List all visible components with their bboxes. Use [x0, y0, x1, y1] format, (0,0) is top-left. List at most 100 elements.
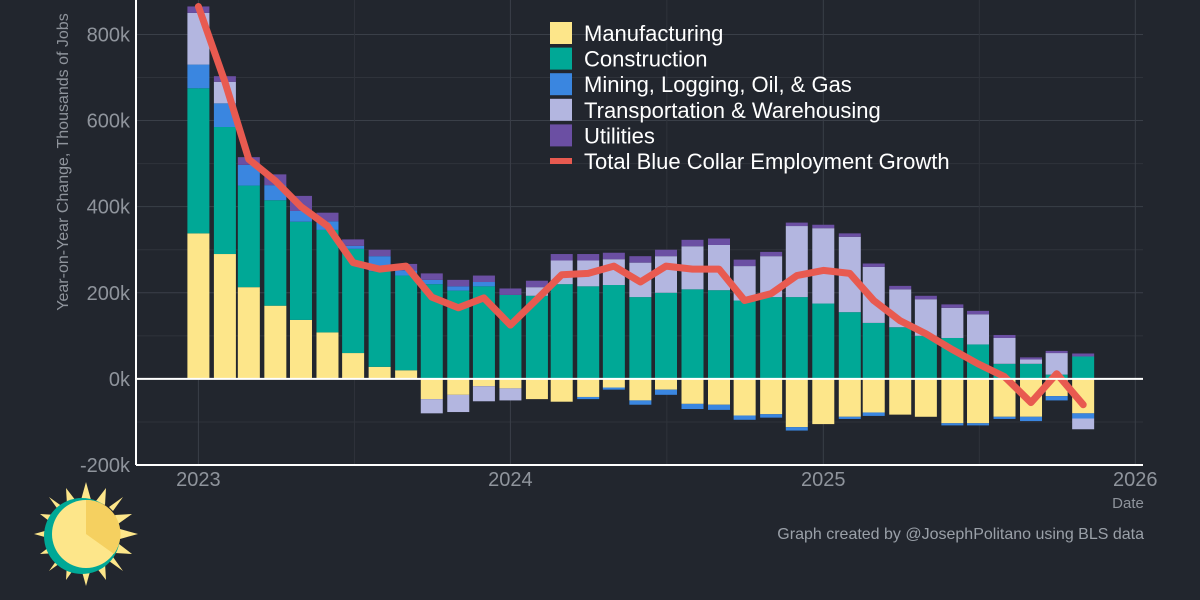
bar-segment: [447, 394, 470, 413]
bar-segment: [368, 249, 391, 257]
bar-segment: [760, 251, 783, 257]
bar-segment: [420, 378, 443, 400]
bar-segment: [967, 310, 990, 315]
total-lines: [194, 3, 1087, 409]
credit-text: Graph created by @JosephPolitano using B…: [777, 526, 1144, 543]
bar-segment: [838, 378, 861, 417]
bar-segment: [289, 210, 312, 222]
bar-segment: [681, 239, 704, 247]
bar-segment: [395, 270, 418, 276]
x-tick-label: 2023: [176, 469, 221, 491]
bar-segment: [993, 416, 1016, 419]
bar-segment: [447, 290, 470, 379]
bar-segment: [785, 297, 808, 379]
legend-swatch: [550, 22, 572, 44]
y-axis-label: Year-on-Year Change, Thousands of Jobs: [55, 13, 72, 310]
bar-segment: [213, 127, 236, 255]
y-tick-label: -200k: [80, 455, 131, 477]
bar-segment: [316, 332, 339, 379]
bar-segment: [550, 284, 573, 379]
bar-segment: [812, 224, 835, 229]
bar-segment: [342, 248, 365, 354]
bar-segment: [499, 294, 522, 379]
bar-segment: [499, 378, 522, 389]
bar-segment: [708, 378, 730, 405]
bar-segment: [368, 271, 391, 367]
bar-segment: [602, 252, 625, 260]
bar-segment: [316, 212, 339, 222]
bar-segment: [602, 387, 625, 390]
bar-segment: [812, 228, 835, 304]
bar-segment: [525, 295, 548, 379]
stacked-bars: [187, 6, 1095, 431]
legend-swatch: [550, 124, 572, 147]
bar-segment: [733, 300, 756, 379]
bar-segment: [889, 378, 912, 415]
bar-segment: [602, 285, 625, 379]
x-tick-label: 2024: [488, 469, 533, 491]
bar-segment: [577, 378, 600, 397]
bar-segment: [708, 238, 730, 245]
bar-segment: [289, 221, 312, 320]
x-tick-labels: 2023 2024 2025 2026: [176, 469, 1157, 491]
bar-segment: [838, 312, 861, 379]
bar-segment: [914, 295, 937, 300]
bar-segment: [941, 423, 964, 426]
bar-segment: [577, 286, 600, 379]
bar-segment: [708, 404, 730, 410]
bar-segment: [1020, 357, 1043, 360]
legend-label: Transportation & Warehousing: [584, 98, 881, 123]
bar-segment: [472, 286, 495, 379]
bar-segment: [889, 285, 912, 290]
bar-segment: [1020, 416, 1043, 422]
bar-segment: [681, 378, 704, 404]
y-tick-label: 600k: [87, 111, 131, 133]
bar-segment: [213, 254, 236, 379]
bar-segment: [1020, 363, 1043, 379]
bar-segment: [655, 249, 677, 257]
bar-segment: [420, 273, 443, 280]
bar-segment: [629, 400, 652, 405]
bar-segment: [862, 412, 885, 416]
bar-segment: [368, 366, 391, 379]
bar-segment: [967, 314, 990, 345]
bar-segment: [785, 226, 808, 298]
bar-segment: [993, 334, 1016, 338]
bar-segment: [187, 88, 210, 234]
bar-segment: [681, 289, 704, 379]
bar-segment: [862, 322, 885, 379]
x-axis-label: Date: [1112, 495, 1144, 512]
y-tick-label: 400k: [87, 197, 131, 219]
legend-swatch: [550, 98, 572, 121]
bar-segment: [760, 378, 783, 415]
bar-segment: [499, 388, 522, 401]
bar-segment: [812, 303, 835, 379]
bar-segment: [342, 353, 365, 379]
bar-segment: [941, 378, 964, 424]
bar-segment: [1072, 356, 1095, 379]
bar-segment: [525, 378, 548, 400]
bar-segment: [472, 282, 495, 287]
y-tick-label: 0k: [109, 369, 131, 391]
bar-segment: [447, 279, 470, 287]
bar-segment: [1072, 378, 1095, 414]
bar-segment: [1045, 350, 1068, 354]
bar-segment: [993, 378, 1016, 417]
bar-segment: [395, 370, 418, 379]
bar-segment: [342, 239, 365, 246]
bar-segment: [1020, 359, 1043, 364]
sun-logo-icon: [34, 482, 138, 586]
bar-segment: [447, 286, 470, 291]
bar-segment: [395, 275, 418, 371]
bar-segment: [838, 416, 861, 419]
bar-segment: [941, 304, 964, 308]
bar-segment: [681, 403, 704, 410]
bar-segment: [187, 233, 210, 379]
bar-segment: [237, 185, 260, 288]
bar-segment: [602, 378, 625, 388]
bar-segment: [708, 290, 730, 379]
x-tick-label: 2025: [801, 469, 846, 491]
total-line: [194, 3, 1087, 409]
